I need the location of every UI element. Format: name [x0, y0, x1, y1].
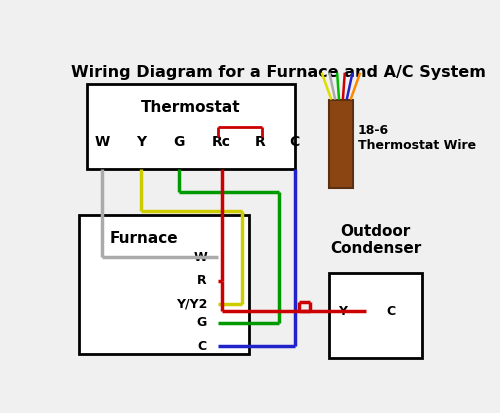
Bar: [330, 273, 422, 358]
Text: G: G: [174, 135, 185, 149]
Text: Outdoor
Condenser: Outdoor Condenser: [330, 223, 421, 256]
Text: 18-6
Thermostat Wire: 18-6 Thermostat Wire: [358, 124, 476, 152]
Bar: [79, 215, 248, 354]
Text: Y: Y: [136, 135, 146, 149]
Text: R: R: [198, 274, 207, 287]
Text: Y/Y2: Y/Y2: [176, 297, 207, 310]
Text: W: W: [193, 251, 207, 264]
Text: Thermostat: Thermostat: [141, 100, 240, 115]
Text: W: W: [94, 135, 110, 149]
Text: C: C: [290, 135, 300, 149]
Text: Furnace: Furnace: [110, 230, 178, 245]
Text: Rc: Rc: [212, 135, 231, 149]
Text: C: C: [386, 305, 396, 318]
Text: Wiring Diagram for a Furnace and A/C System: Wiring Diagram for a Furnace and A/C Sys…: [72, 65, 486, 80]
Text: C: C: [198, 339, 207, 353]
Bar: [87, 84, 295, 169]
Text: Y: Y: [338, 305, 347, 318]
Text: R: R: [254, 135, 266, 149]
Bar: [330, 100, 352, 188]
Text: G: G: [196, 316, 207, 330]
